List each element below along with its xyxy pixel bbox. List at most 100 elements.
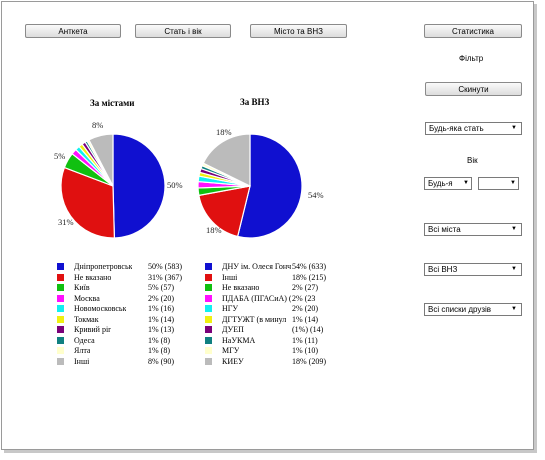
filter-title: Фільтр xyxy=(459,54,484,63)
legend-value: 2% (23 xyxy=(292,293,316,303)
legend-swatch xyxy=(205,347,212,354)
legend-swatch xyxy=(205,305,212,312)
friends-select-value: Всі списки друзів xyxy=(428,305,492,314)
legend-swatch xyxy=(57,263,64,270)
legend-name: Не вказано xyxy=(222,283,260,292)
legend-value: 1% (14) xyxy=(148,314,174,324)
legend-swatch xyxy=(57,284,64,291)
legend-value: 2% (20) xyxy=(148,293,174,303)
legend-swatch xyxy=(57,273,64,281)
legend-name: Новомосковськ xyxy=(74,304,127,313)
legend-name: Москва xyxy=(74,293,100,303)
legend-name: ПДАБА (ПГАСиА) (в ми xyxy=(222,293,291,303)
dropdown-arrow-icon: ▼ xyxy=(511,125,517,131)
legend-swatch xyxy=(205,284,212,291)
age-from-select[interactable]: Будь-я ▼ xyxy=(424,177,472,190)
city-slice-label: 50% xyxy=(167,180,183,190)
legend-name: НаУКМА xyxy=(222,335,256,345)
legend-swatch xyxy=(57,305,64,312)
legend-value: 1% (8) xyxy=(148,346,170,355)
legend-value: 2% (20) xyxy=(292,304,318,313)
uni-pie-slice xyxy=(202,133,251,187)
city-slice-label: 5% xyxy=(54,151,66,161)
stats-button[interactable]: Статистика xyxy=(424,24,522,38)
legend-swatch xyxy=(57,294,64,302)
tab-city-uni[interactable]: Місто та ВНЗ xyxy=(250,24,347,38)
legend-value: 54% (633) xyxy=(292,262,326,271)
legend-swatch xyxy=(205,336,212,344)
legend-name: ДНУ ім. Олеся Гончара xyxy=(222,262,291,271)
legend-value: 5% (57) xyxy=(148,283,174,292)
friends-select[interactable]: Всі списки друзів ▼ xyxy=(424,303,522,316)
legend-swatch xyxy=(205,357,212,365)
dropdown-arrow-icon: ▼ xyxy=(511,306,517,312)
legend-name: Ялта xyxy=(74,346,91,355)
city-chart-title: За містами xyxy=(90,98,135,108)
city-legend: Дніпропетровськ 50% (583) Не вказано 31% (3… xyxy=(57,262,202,377)
legend-name: Інші xyxy=(222,272,238,282)
legend-name: Одеса xyxy=(74,335,95,345)
legend-value: 1% (13) xyxy=(148,325,174,334)
legend-name: Київ xyxy=(74,283,90,292)
legend-value: 1% (14) xyxy=(292,314,318,324)
legend-name: Інші xyxy=(74,356,90,366)
legend-value: 2% (27) xyxy=(292,283,318,292)
legend-value: 8% (90) xyxy=(148,356,174,366)
tab-sex-age[interactable]: Стать і вік xyxy=(135,24,231,38)
legend-swatch xyxy=(205,315,212,323)
legend-value: 31% (367) xyxy=(148,272,182,282)
legend-swatch xyxy=(57,315,64,323)
legend-value: 1% (11) xyxy=(292,335,318,345)
city-slice-label: 8% xyxy=(92,120,104,130)
city-select-value: Всі міста xyxy=(428,225,461,234)
legend-value: 18% (215) xyxy=(292,272,326,282)
dropdown-arrow-icon: ▼ xyxy=(511,266,517,272)
legend-swatch xyxy=(205,273,212,281)
city-pie-slice xyxy=(112,133,166,239)
uni-select[interactable]: Всі ВНЗ ▼ xyxy=(424,263,522,276)
uni-pie-slice xyxy=(236,133,303,239)
legend-name: МГУ xyxy=(222,346,240,355)
legend-swatch xyxy=(57,357,64,365)
legend-swatch xyxy=(205,294,212,302)
reset-button[interactable]: Скинути xyxy=(425,82,522,96)
legend-swatch xyxy=(57,347,64,354)
city-select[interactable]: Всі міста ▼ xyxy=(424,223,522,236)
legend-name: Кривий ріг xyxy=(74,325,112,334)
legend-swatch xyxy=(205,326,212,333)
sex-select[interactable]: Будь-яка стать ▼ xyxy=(425,122,522,135)
legend-value: 50% (583) xyxy=(148,262,182,271)
legend-name: ДГТУЖТ (в минул xyxy=(222,314,287,324)
uni-chart-title: За ВНЗ xyxy=(240,97,270,107)
dropdown-arrow-icon: ▼ xyxy=(510,180,516,186)
dropdown-arrow-icon: ▼ xyxy=(511,226,517,232)
city-pie-slice xyxy=(88,133,114,187)
legend-name: Не вказано xyxy=(74,272,112,282)
legend-name: Токмак xyxy=(74,314,99,324)
legend-swatch xyxy=(57,336,64,344)
tab-profiles[interactable]: Анткета xyxy=(25,24,121,38)
uni-legend: ДНУ ім. Олеся Гончара54% (633) Інші 18% (2… xyxy=(205,262,365,377)
age-label: Вік xyxy=(467,156,478,165)
legend-value: 1% (10) xyxy=(292,346,318,355)
uni-select-value: Всі ВНЗ xyxy=(428,265,458,274)
legend-value: (1%) (14) xyxy=(292,325,324,334)
legend-value: 1% (16) xyxy=(148,304,174,313)
age-from-value: Будь-я xyxy=(428,179,453,188)
dropdown-arrow-icon: ▼ xyxy=(463,180,469,186)
legend-value: 1% (8) xyxy=(148,335,170,345)
legend-swatch xyxy=(57,326,64,333)
legend-name: КИЕУ xyxy=(222,356,244,366)
legend-name: Дніпропетровськ xyxy=(74,262,133,271)
legend-name: ДУЕП xyxy=(222,325,244,334)
uni-slice-label: 18% xyxy=(206,225,222,235)
age-to-select[interactable]: ▼ xyxy=(478,177,519,190)
sex-select-value: Будь-яка стать xyxy=(429,124,484,133)
legend-value: 18% (209) xyxy=(292,356,326,366)
city-pie-slice xyxy=(60,166,116,239)
city-slice-label: 31% xyxy=(58,217,74,227)
uni-slice-label: 18% xyxy=(216,127,232,137)
uni-pie-slice xyxy=(198,185,251,238)
legend-swatch xyxy=(205,263,212,270)
